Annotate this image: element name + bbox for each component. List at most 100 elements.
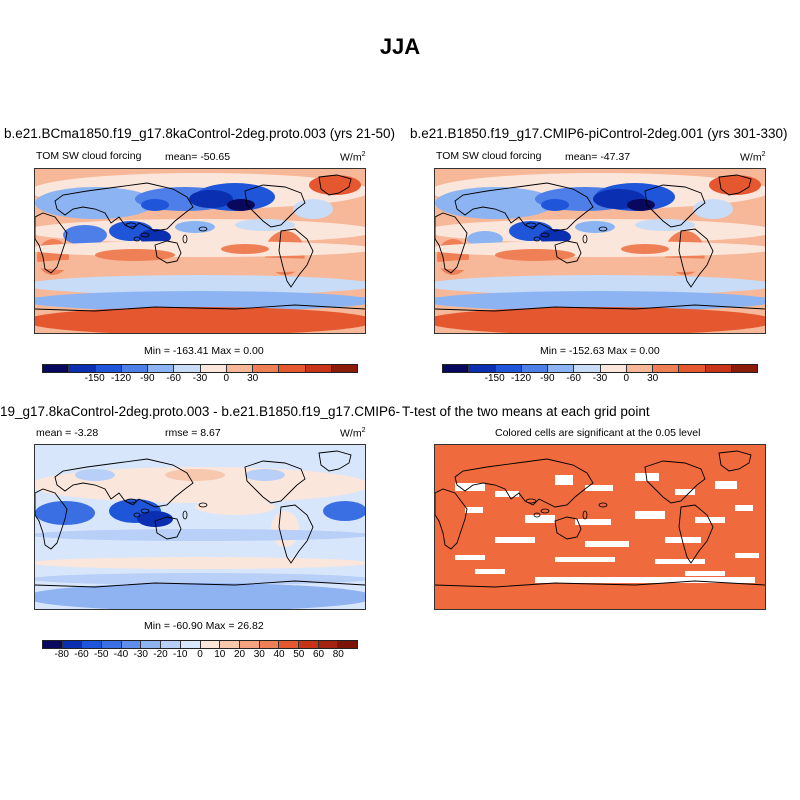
- coastline-0: [54, 458, 194, 508]
- field-region-23: [435, 307, 765, 333]
- field-region-13: [575, 221, 615, 233]
- island-2: [133, 236, 141, 242]
- colorbar-tick-label: 50: [293, 649, 305, 660]
- colorbar-swatch-5: [574, 365, 601, 372]
- field-region-18: [35, 257, 365, 273]
- colorbar-swatch-10: [705, 365, 732, 372]
- nonsignificant-cell-20: [535, 577, 755, 583]
- nonsignificant-cell-18: [655, 559, 705, 564]
- colorbar-tick-label: -20: [153, 649, 168, 660]
- panel2-colorbar: -150 -120 -90 -60 -30 0 30: [442, 364, 758, 387]
- panel2-left-label: TOM SW cloud forcing: [436, 150, 542, 162]
- colorbar-swatch-2: [95, 365, 122, 372]
- field-region-19: [95, 249, 175, 261]
- map1-field: [35, 169, 365, 333]
- island-1: [140, 232, 150, 238]
- nonsignificant-cell-16: [455, 555, 485, 560]
- panel1-title: b.e21.BCma1850.f19_g17.8kaControl-2deg.p…: [4, 126, 395, 141]
- coastline-1: [35, 488, 68, 550]
- colorbar-tick-label: -30: [192, 373, 208, 384]
- coastline-2: [154, 516, 182, 540]
- colorbar-swatch-8: [200, 641, 221, 648]
- colorbar-swatch-9: [279, 365, 306, 372]
- colorbar-tick-label: 30: [647, 373, 659, 384]
- coastline-3: [644, 184, 706, 228]
- coastline-1: [435, 212, 468, 274]
- colorbar-swatch-4: [148, 365, 175, 372]
- nonsignificant-cell-22: [685, 571, 725, 576]
- colorbar-swatch-1: [469, 365, 496, 372]
- colorbar-swatch-2: [82, 641, 103, 648]
- colorbar-tick-label: -10: [173, 649, 188, 660]
- colorbar-swatch-1: [62, 641, 83, 648]
- colorbar-swatch-9: [679, 365, 706, 372]
- field-region-1: [35, 501, 95, 525]
- coastline-5: [718, 450, 752, 472]
- island-3: [182, 234, 188, 244]
- panel1-colorbar: -150 -120 -90 -60 -30 0 30: [42, 364, 358, 387]
- colorbar-swatch-10: [305, 365, 332, 372]
- nonsignificant-cell-21: [475, 569, 505, 574]
- field-region-18: [435, 257, 765, 273]
- panel3-mean: mean = -3.28: [36, 427, 99, 439]
- panel3-minmax: Min = -60.90 Max = 26.82: [144, 620, 264, 632]
- field-region-11: [165, 469, 225, 481]
- panel3-units: W/m2: [340, 427, 366, 440]
- colorbar-tick-label: 10: [214, 649, 226, 660]
- island-4: [198, 502, 208, 508]
- field-region-20: [621, 244, 669, 254]
- colorbar-swatch-7: [180, 641, 201, 648]
- coastline-4: [278, 504, 314, 564]
- panel3-title: 19_g17.8kaControl-2deg.proto.003 - b.e21…: [0, 404, 400, 419]
- field-region-21: [35, 275, 365, 295]
- colorbar-swatch-0: [443, 365, 470, 372]
- nonsignificant-cell-19: [735, 553, 759, 558]
- coastline-3: [244, 184, 306, 228]
- panel1-minmax: Min = -163.41 Max = 0.00: [144, 345, 264, 357]
- panel2-units: W/m2: [740, 151, 766, 164]
- field-region-23: [35, 307, 365, 333]
- colorbar-swatch-5: [174, 365, 201, 372]
- colorbar-swatch-1: [69, 365, 96, 372]
- figure-title: JJA: [379, 34, 421, 59]
- colorbar-swatch-3: [521, 365, 548, 372]
- colorbar-tick-label: 30: [253, 649, 265, 660]
- panel4-title: T-test of the two means at each grid poi…: [402, 404, 650, 419]
- coastline-6: [435, 304, 765, 312]
- nonsignificant-cell-14: [585, 541, 629, 547]
- colorbar-swatch-2: [495, 365, 522, 372]
- colorbar-swatch-3: [121, 365, 148, 372]
- nonsignificant-cell-7: [465, 507, 483, 513]
- colorbar-swatch-6: [161, 641, 181, 648]
- colorbar-swatch-9: [220, 641, 240, 648]
- coastline-6: [435, 580, 765, 588]
- colorbar-tick-label: -120: [510, 373, 532, 384]
- panel4-map: [434, 444, 766, 610]
- field-region-14: [635, 219, 695, 231]
- map4-field: [435, 445, 765, 609]
- nonsignificant-cell-6: [715, 481, 737, 489]
- colorbar-swatch-0: [43, 365, 70, 372]
- colorbar-tick-label: -120: [110, 373, 132, 384]
- coastline-0: [54, 182, 194, 232]
- colorbar-swatch-11: [259, 641, 280, 648]
- map3-field: [35, 445, 365, 609]
- colorbar-tick-label: -60: [566, 373, 581, 384]
- coastline-6: [35, 304, 365, 312]
- field-region-20: [221, 244, 269, 254]
- colorbar-swatch-7: [226, 365, 253, 372]
- nonsignificant-cell-10: [635, 511, 665, 519]
- field-region-7: [709, 175, 761, 195]
- colorbar-swatch-4: [121, 641, 142, 648]
- field-region-5: [627, 199, 655, 211]
- colorbar-swatch-10: [239, 641, 260, 648]
- nonsignificant-cell-9: [575, 519, 611, 525]
- panel4-subtitle: Colored cells are significant at the 0.0…: [495, 427, 701, 439]
- field-region-10: [35, 583, 365, 609]
- field-region-7: [35, 529, 365, 541]
- colorbar-swatch-12: [279, 641, 299, 648]
- colorbar-tick-label: -60: [74, 649, 89, 660]
- colorbar-tick-label: -30: [592, 373, 608, 384]
- island-0: [525, 498, 537, 504]
- coastline-1: [435, 488, 468, 550]
